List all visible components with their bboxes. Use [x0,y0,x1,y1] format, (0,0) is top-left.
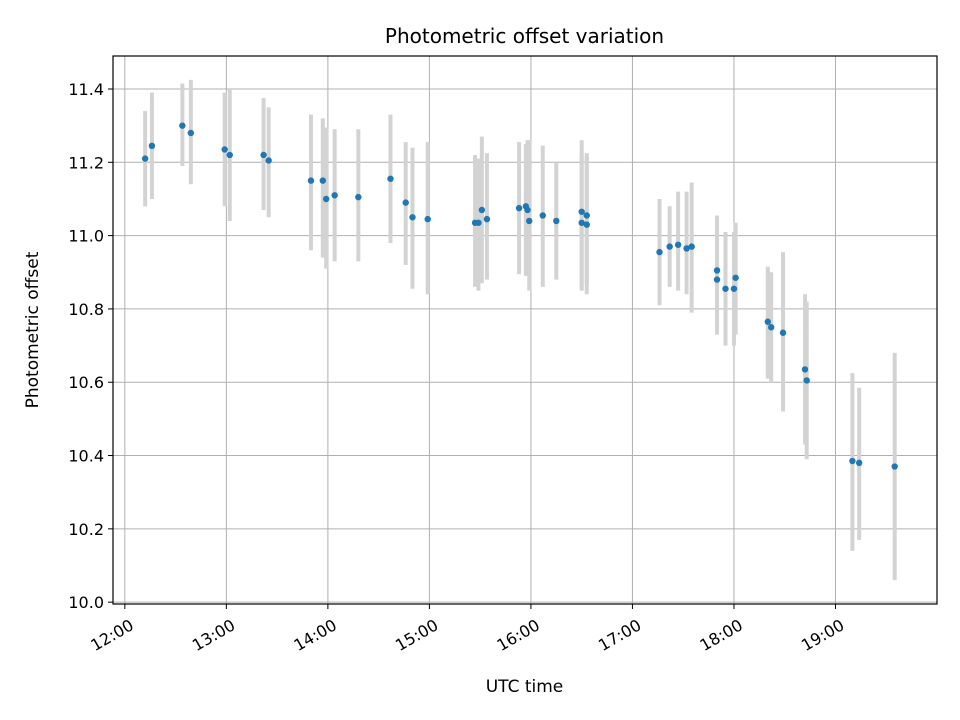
data-point [221,146,228,153]
y-tick-label: 11.4 [68,80,104,99]
data-point [387,175,394,182]
y-tick-label: 10.4 [68,447,104,466]
x-tick-label: 19:00 [798,615,847,655]
data-point [801,366,809,373]
grid-lines [113,56,937,604]
x-tick-label: 17:00 [595,615,644,655]
data-point [307,177,315,184]
data-point [226,151,233,159]
data-point [409,214,416,221]
data-point [713,267,721,274]
data-point [656,248,663,256]
data-point [526,217,533,225]
data-point [803,377,810,384]
data-point [187,129,195,137]
data-point [553,217,560,225]
data-point [478,206,486,214]
x-axis: 12:00 13:00 14:00 15:00 16:00 17:00 18:00 19:00 [87,604,847,655]
x-tick-label: 18:00 [697,615,746,655]
data-point [732,274,739,281]
y-axis: 10.0 10.2 10.4 10.6 10.8 11.0 11.2 11.4 [68,80,113,612]
data-point [355,193,362,201]
y-tick-label: 10.0 [68,593,104,612]
data-point [141,155,149,162]
chart-title: Photometric offset variation [385,24,664,48]
data-point [578,219,585,226]
data-point [424,215,431,223]
data-point [730,285,738,292]
data-point [849,457,856,465]
data-point [475,219,482,226]
y-tick-label: 10.6 [68,373,104,392]
x-tick-label: 15:00 [392,615,441,655]
data-point [767,324,775,331]
data-point [674,241,682,248]
data-point [583,221,590,228]
plot-frame [112,55,938,605]
y-tick-label: 11.2 [68,153,104,172]
data-point [148,142,156,150]
data-point [855,459,863,467]
data-point [578,208,585,215]
data-point [179,122,186,129]
data-point [331,192,338,199]
data-points [141,122,898,470]
data-point [683,245,690,252]
data-point [402,199,409,206]
data-point [515,204,523,212]
data-point [583,212,590,219]
data-point [524,206,531,214]
data-point [779,329,787,336]
y-tick-label: 10.8 [68,300,104,319]
x-axis-title: UTC time [486,677,564,697]
data-point [319,177,327,184]
data-point [539,212,546,219]
y-tick-label: 10.2 [68,520,104,539]
data-point [713,276,721,283]
data-point [764,318,772,325]
x-tick-label: 14:00 [290,615,339,655]
data-point [265,157,272,164]
data-point [722,285,729,292]
data-point [666,243,673,250]
y-axis-title: Photometric offset [23,251,43,408]
data-point [260,151,267,159]
data-point [688,243,695,250]
data-point [322,195,330,203]
y-tick-label: 11.0 [68,227,104,246]
x-tick-label: 12:00 [87,615,136,655]
data-point [483,215,491,223]
data-point [891,463,898,470]
x-tick-label: 16:00 [493,615,542,655]
x-tick-label: 13:00 [189,615,238,655]
